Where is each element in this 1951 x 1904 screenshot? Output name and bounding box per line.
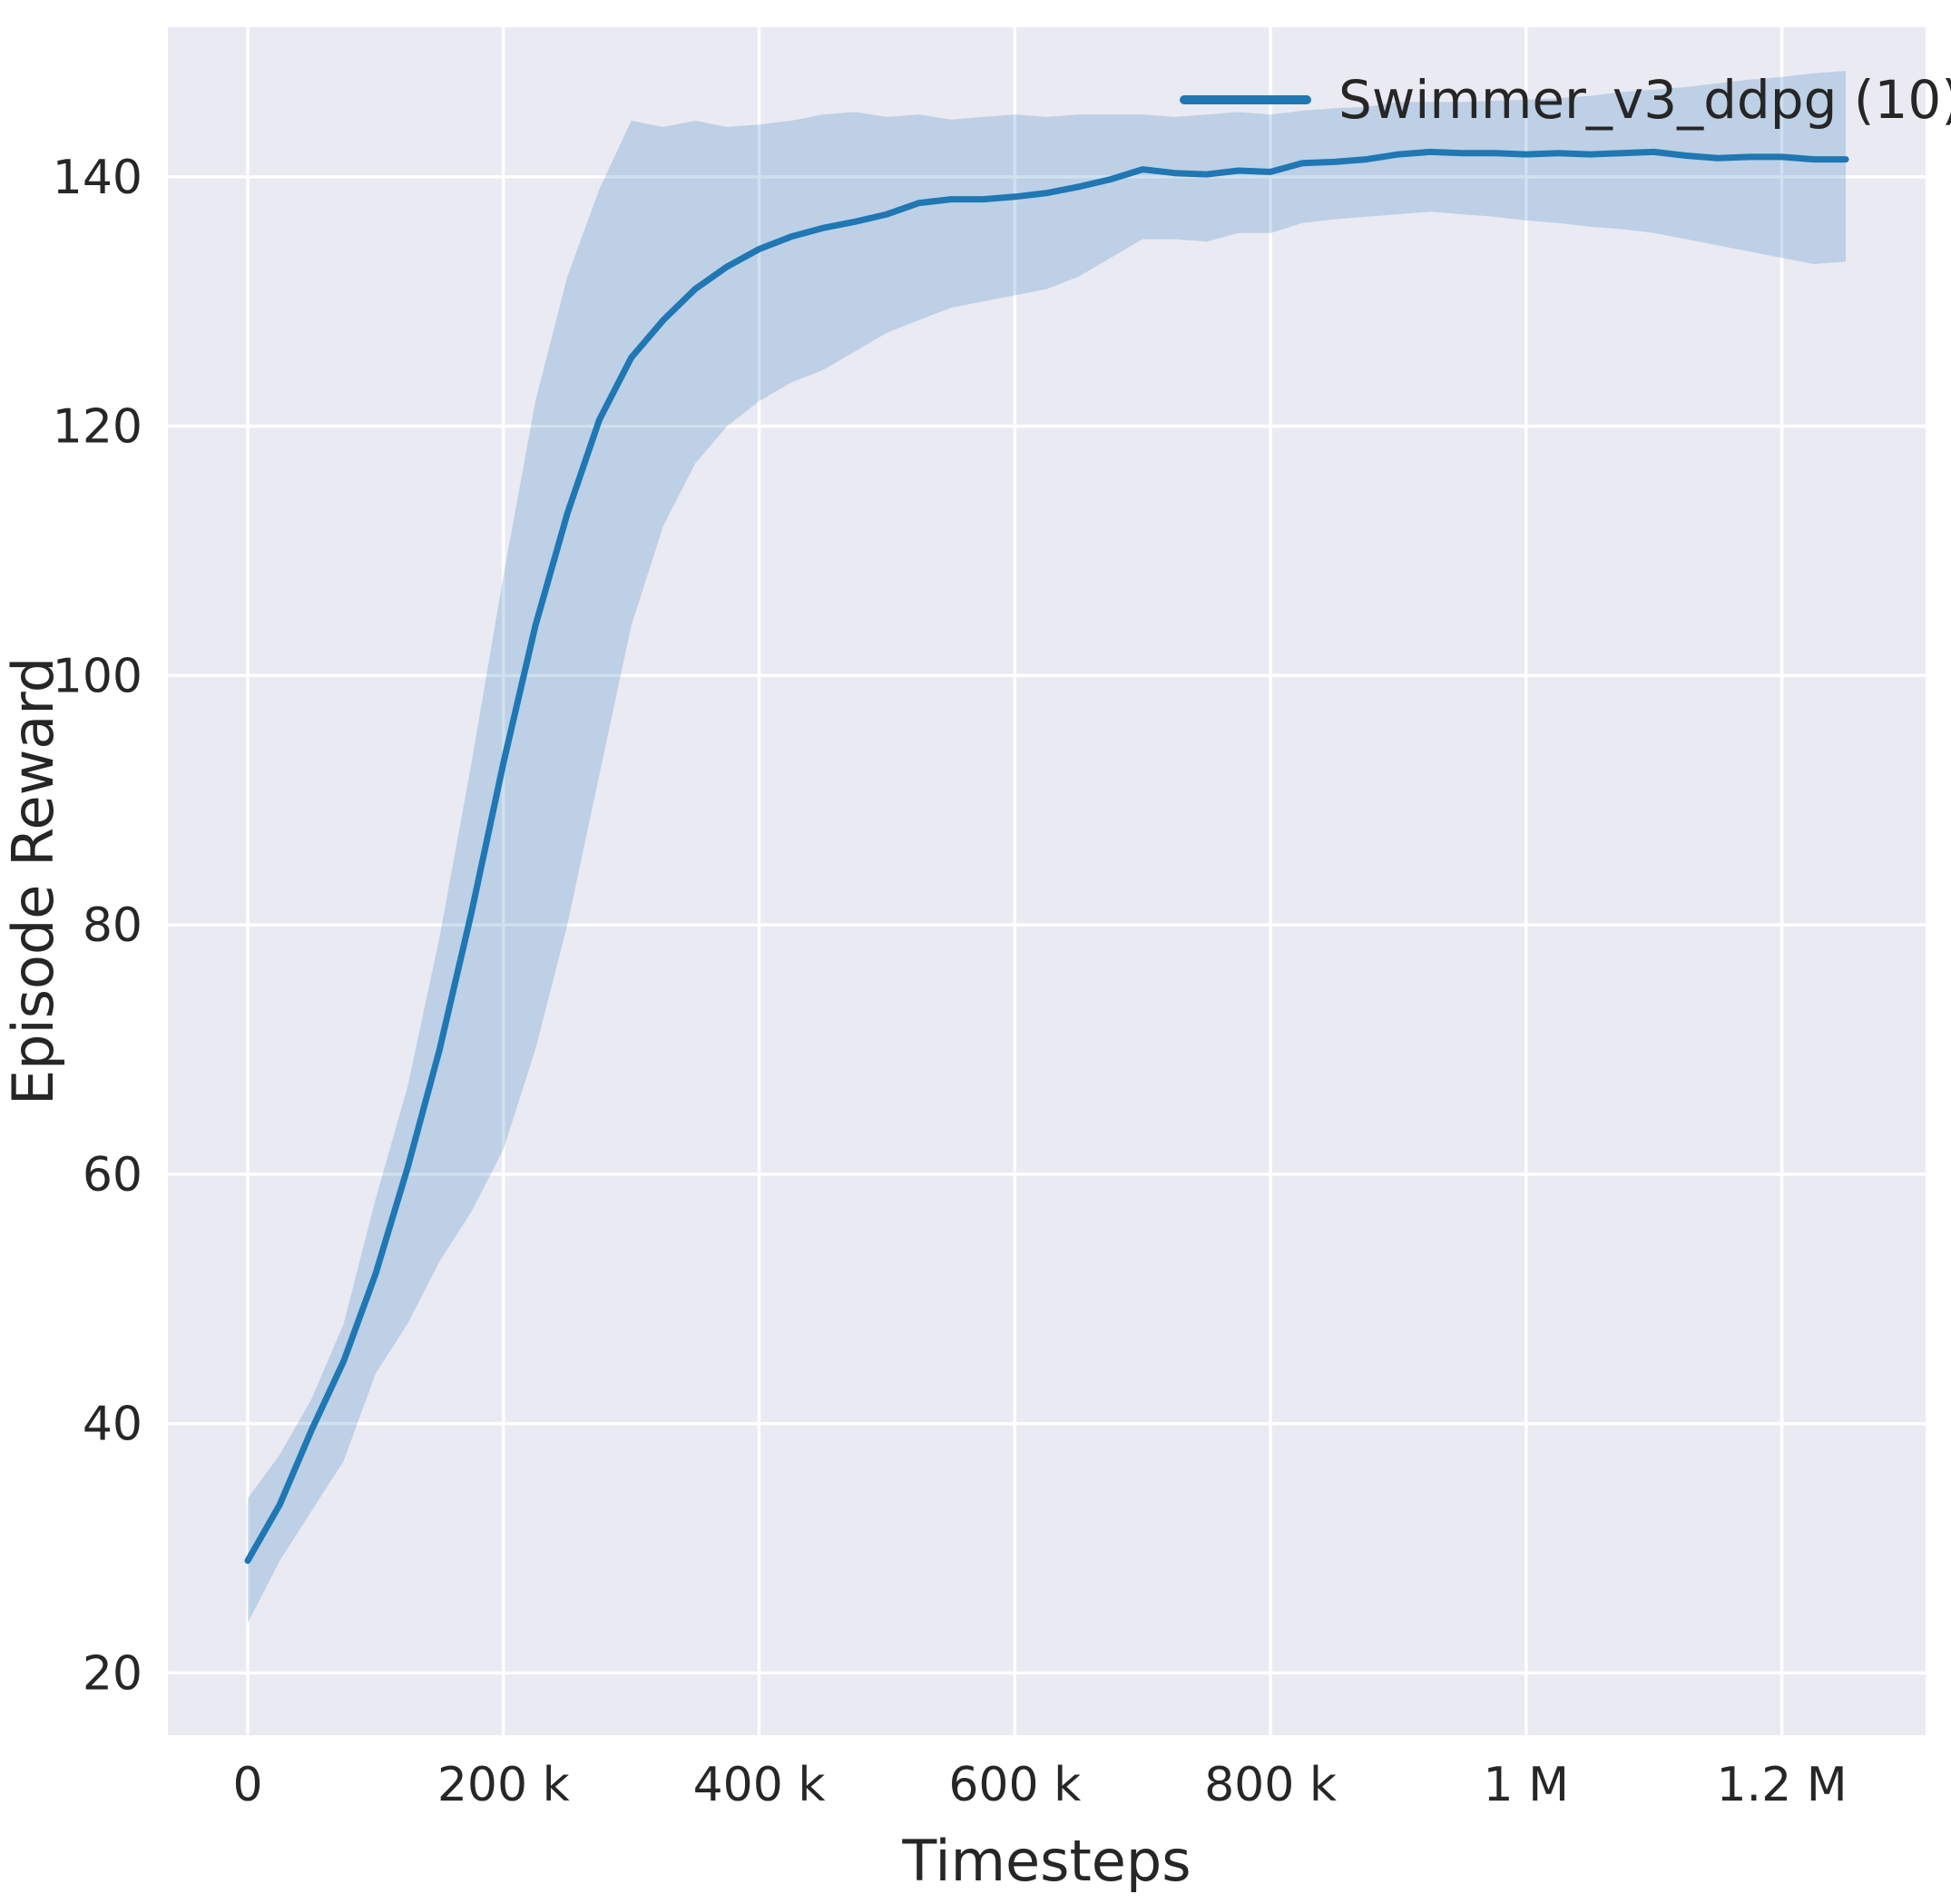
legend-label: Swimmer_v3_ddpg (10) — [1338, 69, 1951, 131]
x-tick-label: 800 k — [1204, 1758, 1337, 1812]
x-tick-label: 1 M — [1484, 1758, 1569, 1812]
y-tick-label: 120 — [53, 400, 142, 455]
y-tick-label: 100 — [53, 649, 142, 703]
confidence-band — [248, 71, 1846, 1624]
y-tick-label: 20 — [83, 1646, 142, 1701]
x-tick-label: 200 k — [437, 1758, 570, 1812]
x-tick-label: 600 k — [948, 1758, 1081, 1812]
mean-reward-line — [244, 148, 1849, 1565]
y-tick-label: 140 — [53, 151, 142, 205]
x-tick-label: 0 — [232, 1758, 262, 1812]
x-tick-label: 400 k — [693, 1758, 826, 1812]
y-axis-label: Episode Reward — [0, 657, 66, 1105]
plot-background — [168, 27, 1926, 1735]
x-axis-label: Timesteps — [901, 1828, 1191, 1894]
x-tick-label: 1.2 M — [1716, 1758, 1847, 1812]
y-tick-label: 80 — [83, 898, 142, 953]
y-tick-label: 60 — [83, 1148, 142, 1202]
y-tick-label: 40 — [83, 1398, 142, 1452]
